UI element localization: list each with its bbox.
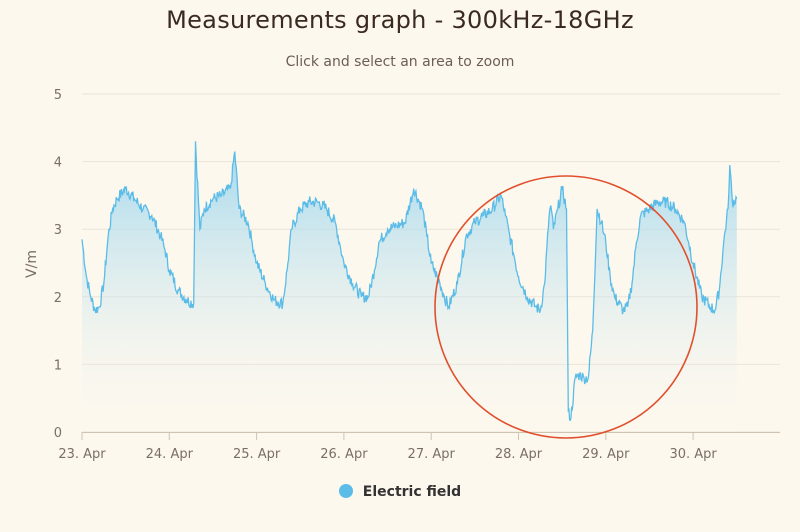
y-tick-label: 4	[54, 156, 62, 171]
chart-title: Measurements graph - 300kHz-18GHz	[166, 6, 634, 34]
x-tick-label: 24. Apr	[146, 447, 194, 462]
y-tick-label: 3	[54, 223, 62, 238]
x-tick-label: 26. Apr	[320, 447, 368, 462]
series-area-fill	[82, 141, 737, 433]
x-tick-label: 29. Apr	[582, 447, 630, 462]
x-tick-label: 27. Apr	[408, 447, 456, 462]
legend-marker	[338, 484, 353, 498]
y-tick-label: 0	[54, 426, 62, 441]
annotation-circle	[434, 175, 698, 439]
series-line-electric-field[interactable]	[81, 141, 738, 422]
y-tick-label: 5	[54, 88, 62, 103]
x-tick-label: 30. Apr	[669, 447, 717, 462]
x-tick-label: 28. Apr	[495, 447, 543, 462]
legend[interactable]: Electric field	[0, 484, 800, 500]
legend-label: Electric field	[362, 484, 462, 500]
y-axis-label: V/m	[24, 250, 40, 278]
chart-subtitle: Click and select an area to zoom	[285, 54, 515, 70]
y-tick-label: 2	[54, 291, 62, 306]
x-tick-label: 23. Apr	[58, 447, 106, 462]
y-tick-label: 1	[54, 358, 62, 373]
x-tick-label: 25. Apr	[233, 447, 281, 462]
